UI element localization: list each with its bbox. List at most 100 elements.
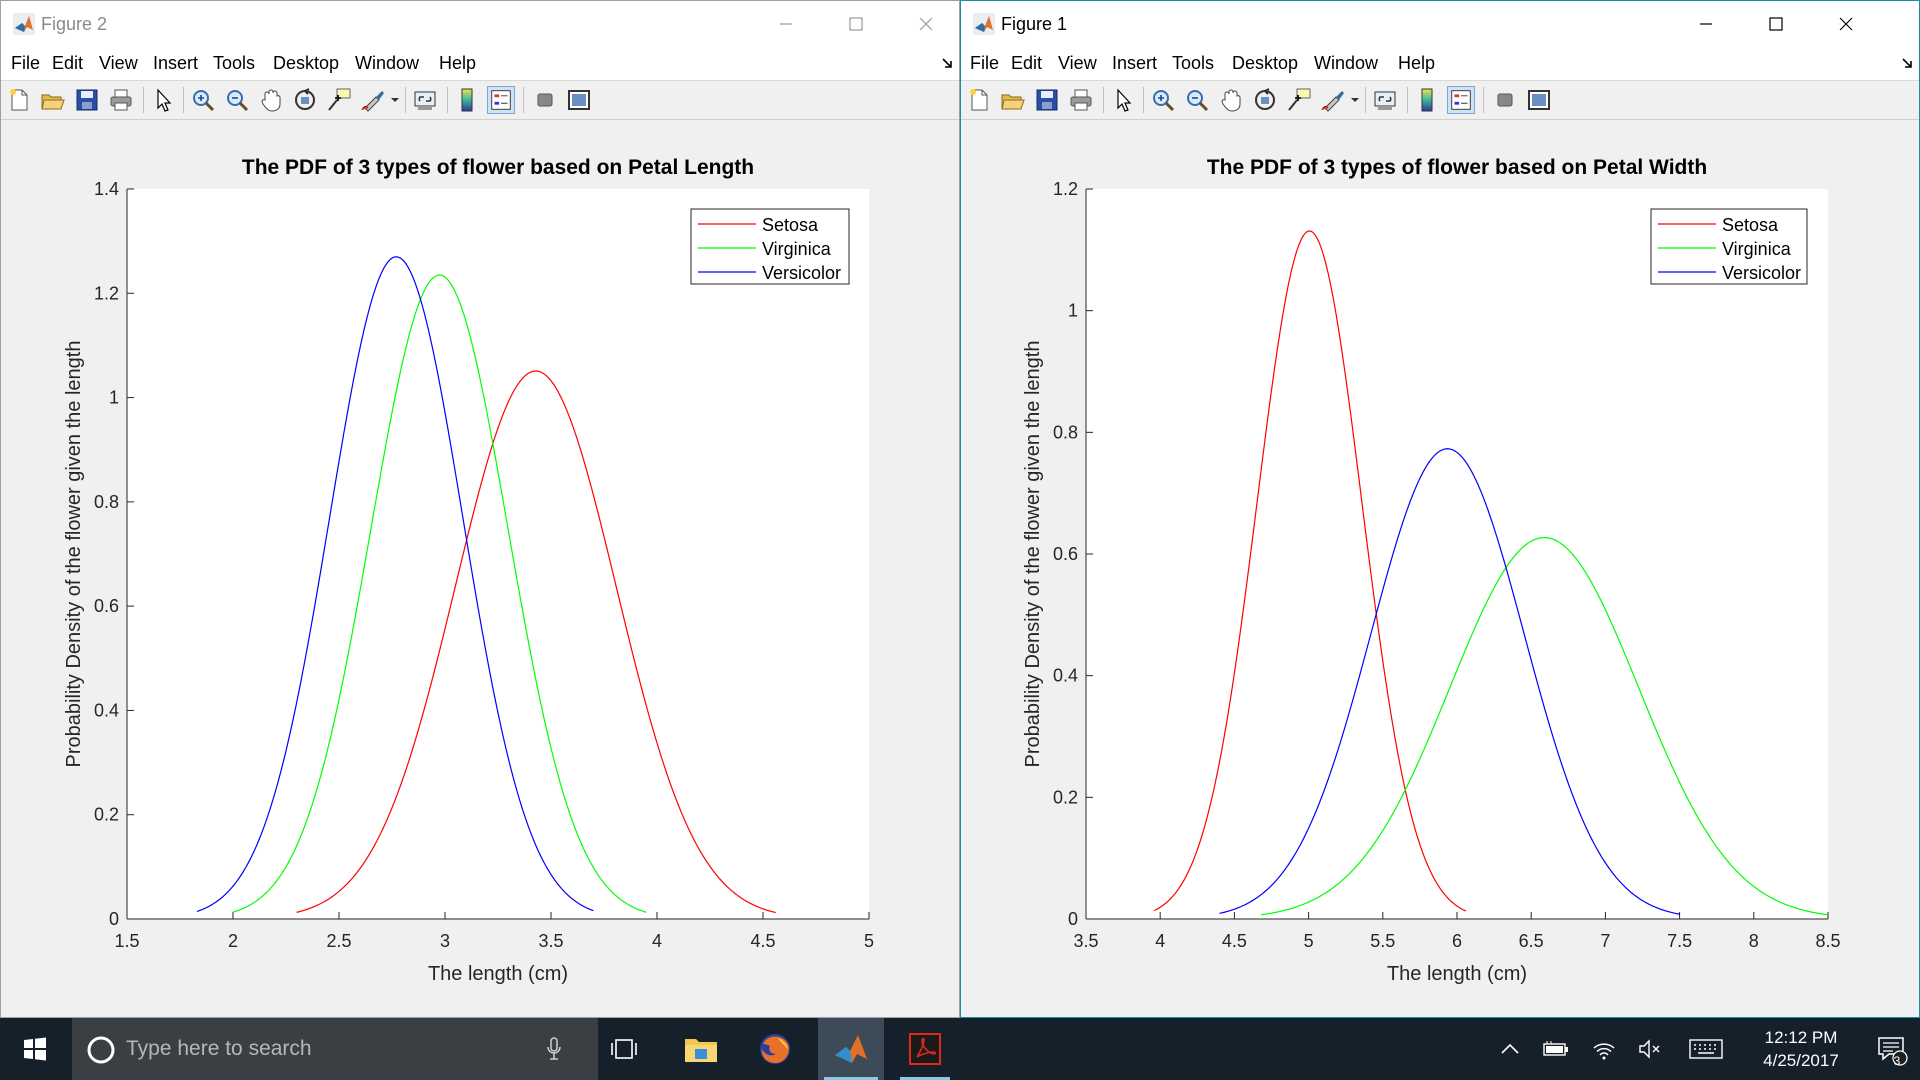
close-button[interactable] xyxy=(891,1,961,46)
link-plot-icon[interactable] xyxy=(1371,86,1399,114)
menu-tools[interactable]: Tools xyxy=(1172,53,1215,73)
menu-edit[interactable]: Edit xyxy=(52,53,84,73)
menu-desktop[interactable]: Desktop xyxy=(1232,53,1299,73)
insert-colorbar-icon[interactable] xyxy=(1413,86,1441,114)
open-file-icon[interactable] xyxy=(39,86,67,114)
menu-window[interactable]: Window xyxy=(355,53,420,73)
x-tick-label: 3 xyxy=(440,931,450,951)
brush-icon[interactable] xyxy=(359,86,387,114)
menu-help[interactable]: Help xyxy=(1398,53,1436,73)
y-tick-label: 0.2 xyxy=(1053,787,1078,807)
network-button[interactable] xyxy=(1584,1018,1624,1080)
plot-area: The PDF of 3 types of flower based on Pe… xyxy=(961,121,1919,1017)
microphone-icon[interactable] xyxy=(546,1037,562,1061)
battery-button[interactable] xyxy=(1536,1018,1576,1080)
action-center-button[interactable]: 3 xyxy=(1864,1018,1920,1080)
battery-icon xyxy=(1543,1041,1568,1056)
volume-button[interactable] xyxy=(1630,1018,1670,1080)
pan-icon[interactable] xyxy=(257,86,285,114)
taskbar-app-firefox[interactable] xyxy=(744,1018,806,1080)
legend[interactable]: Setosa Virginica Versicolor xyxy=(1650,208,1808,285)
start-button[interactable] xyxy=(0,1018,70,1080)
plot-axes: 1.5 2 2.5 3 3.5 4 4.5 5 0 0.2 0.4 0.6 0.8 1 1.2 1.4 xyxy=(94,179,874,951)
y-axis-label: Probability Density of the flower given … xyxy=(1022,341,1044,768)
save-icon[interactable] xyxy=(1033,86,1061,114)
legend-label-versicolor: Versicolor xyxy=(762,263,841,283)
insert-legend-icon[interactable] xyxy=(1447,86,1475,114)
rotate-3d-icon[interactable] xyxy=(1251,86,1279,114)
menu-help[interactable]: Help xyxy=(439,53,477,73)
axes-background[interactable] xyxy=(1086,189,1828,919)
menu-window[interactable]: Window xyxy=(1314,53,1379,73)
maximize-icon xyxy=(1769,16,1783,31)
x-tick-label: 7.5 xyxy=(1667,931,1692,951)
taskbar-app-file-explorer[interactable] xyxy=(670,1018,732,1080)
dock-arrow-icon[interactable] xyxy=(941,56,955,70)
data-cursor-icon[interactable] xyxy=(1285,86,1313,114)
chevron-down-icon[interactable] xyxy=(391,96,399,104)
brush-icon[interactable] xyxy=(1319,86,1347,114)
menu-tools[interactable]: Tools xyxy=(213,53,256,73)
menu-edit[interactable]: Edit xyxy=(1011,53,1043,73)
menu-view[interactable]: View xyxy=(99,53,138,73)
show-plot-tools-icon[interactable] xyxy=(1525,86,1553,114)
y-tick-label: 1.2 xyxy=(94,283,119,303)
minimize-button[interactable] xyxy=(751,1,821,46)
x-tick-label: 4.5 xyxy=(1222,931,1247,951)
taskbar-app-acrobat[interactable] xyxy=(894,1018,956,1080)
new-figure-icon[interactable] xyxy=(5,86,33,114)
legend-label-setosa: Setosa xyxy=(1722,215,1779,235)
figure-window-1[interactable]: Figure 1 File Edit View Insert Tools Des… xyxy=(960,0,1920,1018)
clock-button[interactable]: 12:12 PM 4/25/2017 xyxy=(1738,1018,1864,1080)
show-plot-tools-icon[interactable] xyxy=(565,86,593,114)
touch-keyboard-button[interactable] xyxy=(1682,1018,1730,1080)
menu-file[interactable]: File xyxy=(970,53,1000,73)
zoom-out-icon[interactable] xyxy=(223,86,251,114)
edit-plot-icon[interactable] xyxy=(149,86,177,114)
menu-file[interactable]: File xyxy=(11,53,41,73)
menu-desktop[interactable]: Desktop xyxy=(273,53,340,73)
data-cursor-icon[interactable] xyxy=(325,86,353,114)
open-file-icon[interactable] xyxy=(999,86,1027,114)
zoom-in-icon[interactable] xyxy=(1149,86,1177,114)
print-icon[interactable] xyxy=(107,86,135,114)
maximize-icon xyxy=(849,16,863,31)
x-axis-label: The length (cm) xyxy=(1387,963,1527,985)
link-plot-icon[interactable] xyxy=(411,86,439,114)
rotate-3d-icon[interactable] xyxy=(291,86,319,114)
insert-colorbar-icon[interactable] xyxy=(453,86,481,114)
legend[interactable]: Setosa Virginica Versicolor xyxy=(690,208,850,285)
zoom-in-icon[interactable] xyxy=(189,86,217,114)
pan-icon[interactable] xyxy=(1217,86,1245,114)
cortana-circle-icon xyxy=(87,1036,115,1064)
toolbar-separator xyxy=(1365,87,1366,113)
edit-plot-icon[interactable] xyxy=(1109,86,1137,114)
maximize-button[interactable] xyxy=(1741,1,1811,46)
search-box[interactable]: Type here to search xyxy=(72,1018,598,1080)
title-bar[interactable]: Figure 1 xyxy=(961,1,1919,46)
hide-plot-tools-icon[interactable] xyxy=(531,86,559,114)
zoom-out-icon[interactable] xyxy=(1183,86,1211,114)
save-icon[interactable] xyxy=(73,86,101,114)
toolbar-separator xyxy=(183,87,184,113)
hide-plot-tools-icon[interactable] xyxy=(1491,86,1519,114)
show-hidden-icons-button[interactable] xyxy=(1490,1018,1530,1080)
menu-insert[interactable]: Insert xyxy=(153,53,199,73)
figure-window-2[interactable]: Figure 2 File Edit View Insert Tools Des… xyxy=(0,0,960,1018)
chevron-down-icon[interactable] xyxy=(1351,96,1359,104)
dock-arrow-icon[interactable] xyxy=(1901,56,1915,70)
print-icon[interactable] xyxy=(1067,86,1095,114)
minimize-button[interactable] xyxy=(1671,1,1741,46)
insert-legend-icon[interactable] xyxy=(487,86,515,114)
axes-background[interactable] xyxy=(127,189,869,919)
menu-view[interactable]: View xyxy=(1058,53,1097,73)
new-figure-icon[interactable] xyxy=(965,86,993,114)
toolbar-separator xyxy=(1483,87,1484,113)
taskbar-app-matlab[interactable] xyxy=(818,1018,884,1080)
toolbar-separator xyxy=(1103,87,1104,113)
task-view-button[interactable] xyxy=(598,1018,650,1080)
title-bar[interactable]: Figure 2 xyxy=(1,1,959,46)
close-button[interactable] xyxy=(1811,1,1881,46)
maximize-button[interactable] xyxy=(821,1,891,46)
menu-insert[interactable]: Insert xyxy=(1112,53,1158,73)
